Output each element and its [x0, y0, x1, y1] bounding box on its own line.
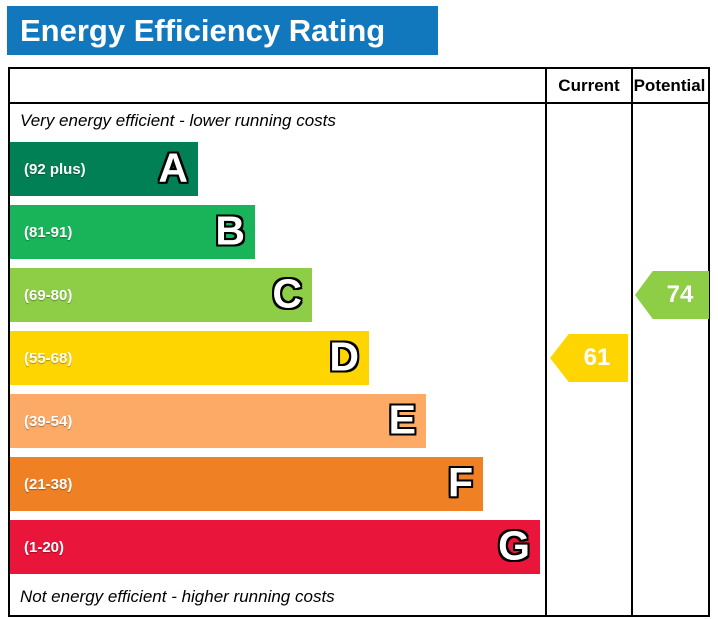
current-column-header: Current: [558, 75, 620, 95]
band-e-bar: (39-54) E: [10, 394, 426, 448]
band-a-letter: A: [158, 144, 188, 191]
potential-rating-arrow: 74: [635, 271, 709, 319]
potential-rating-value: 74: [666, 281, 694, 308]
page-title: Energy Efficiency Rating: [20, 12, 386, 48]
current-column-divider: [545, 69, 547, 615]
potential-column-header: Potential: [633, 75, 706, 95]
band-f-bar: (21-38) F: [10, 457, 483, 511]
band-a-bar: (92 plus) A: [10, 142, 198, 196]
current-rating-value: 61: [583, 344, 611, 371]
band-f-range: (21-38): [24, 475, 73, 493]
band-c: (69-80) C: [10, 268, 312, 322]
band-g-bar: (1-20) G: [10, 520, 540, 574]
band-b-range: (81-91): [24, 223, 73, 241]
band-b-letter: B: [215, 207, 245, 254]
rating-chart: Current Potential Very energy efficient …: [8, 67, 710, 617]
bottom-note: Not energy efficient - higher running co…: [20, 587, 335, 606]
band-d-range: (55-68): [24, 349, 73, 367]
band-e: (39-54) E: [10, 394, 426, 448]
band-g-range: (1-20): [24, 538, 65, 556]
current-rating-arrow: 61: [550, 334, 628, 382]
band-d: (55-68) D: [10, 331, 369, 385]
band-b-bar: (81-91) B: [10, 205, 255, 259]
band-c-bar: (69-80) C: [10, 268, 312, 322]
band-f: (21-38) F: [10, 457, 483, 511]
title-bar: Energy Efficiency Rating: [7, 6, 438, 55]
band-e-letter: E: [388, 396, 416, 443]
band-b: (81-91) B: [10, 205, 255, 259]
band-f-letter: F: [447, 459, 473, 506]
potential-column-divider: [631, 69, 633, 615]
band-e-range: (39-54): [24, 412, 73, 430]
band-a: (92 plus) A: [10, 142, 198, 196]
band-g: (1-20) G: [10, 520, 540, 574]
header-row-divider: [10, 102, 708, 104]
band-c-letter: C: [272, 270, 302, 317]
band-g-letter: G: [498, 522, 530, 569]
band-a-range: (92 plus): [24, 160, 86, 178]
band-c-range: (69-80): [24, 286, 73, 304]
top-note: Very energy efficient - lower running co…: [20, 111, 336, 130]
band-d-bar: (55-68) D: [10, 331, 369, 385]
band-d-letter: D: [329, 333, 359, 380]
